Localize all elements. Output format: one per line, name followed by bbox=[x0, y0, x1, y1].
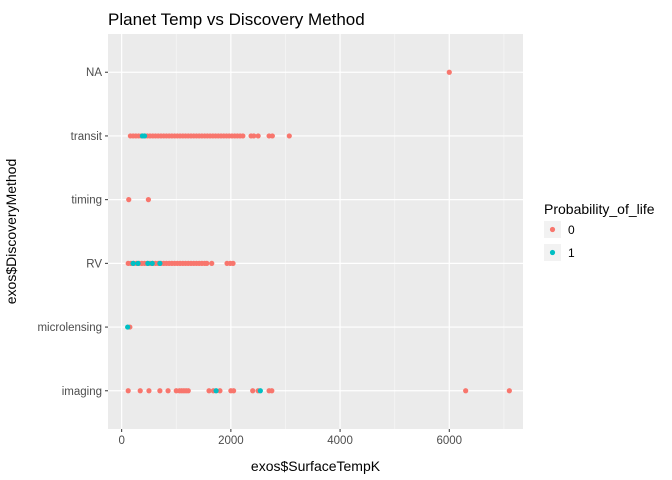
data-point-series-0 bbox=[506, 388, 512, 394]
data-point-series-0 bbox=[250, 388, 256, 394]
y-tick-label: NA bbox=[86, 67, 102, 79]
data-point-series-0 bbox=[251, 133, 257, 139]
y-tick-label: timing bbox=[71, 195, 102, 207]
y-axis-title: exos$DiscoveryMethod bbox=[3, 159, 19, 305]
x-tick-label: 4000 bbox=[327, 435, 353, 447]
data-point-series-0 bbox=[165, 388, 171, 394]
data-point-series-0 bbox=[204, 260, 210, 266]
data-point-series-1 bbox=[157, 260, 163, 266]
data-point-series-0 bbox=[146, 388, 152, 394]
legend: Probability_of_life 0 1 bbox=[544, 201, 655, 261]
data-point-series-0 bbox=[206, 388, 212, 394]
legend-label: 1 bbox=[568, 246, 575, 260]
data-point-series-0 bbox=[269, 388, 275, 394]
minor-gridlines bbox=[175, 34, 505, 429]
data-point-series-1 bbox=[141, 133, 148, 139]
data-point-series-0 bbox=[209, 260, 215, 266]
x-axis-ticks: 0 2000 4000 6000 bbox=[118, 429, 462, 447]
data-point-series-0 bbox=[255, 133, 261, 139]
data-point-series-0 bbox=[269, 133, 275, 139]
x-tick-label: 0 bbox=[118, 435, 124, 447]
data-point-series-0 bbox=[217, 388, 223, 394]
x-tick-label: 6000 bbox=[436, 435, 462, 447]
legend-key-point bbox=[549, 226, 556, 233]
legend-key-point bbox=[549, 249, 556, 256]
data-point-series-1 bbox=[130, 260, 136, 266]
data-point-series-0 bbox=[185, 388, 191, 394]
chart-title: Planet Temp vs Discovery Method bbox=[108, 10, 365, 29]
data-point-series-1 bbox=[135, 260, 141, 266]
data-point-series-1 bbox=[145, 260, 151, 266]
data-point-series-0 bbox=[137, 388, 143, 394]
data-point-series-1 bbox=[125, 324, 131, 330]
data-point-series-0 bbox=[125, 388, 131, 394]
legend-label: 0 bbox=[568, 223, 575, 237]
data-point-series-0 bbox=[446, 69, 452, 75]
data-point-series-1 bbox=[213, 388, 219, 394]
data-point-series-0 bbox=[286, 133, 292, 139]
data-point-series-0 bbox=[157, 388, 163, 394]
y-axis-ticks: imaging microlensing RV timing transit NA bbox=[37, 67, 108, 398]
data-point-series-1 bbox=[257, 388, 263, 394]
plot-panel bbox=[108, 34, 523, 429]
data-points bbox=[125, 69, 512, 394]
x-tick-label: 2000 bbox=[218, 435, 244, 447]
data-point-series-0 bbox=[240, 133, 246, 139]
y-tick-label: imaging bbox=[62, 386, 102, 398]
data-point-series-0 bbox=[145, 197, 152, 203]
data-point-series-0 bbox=[463, 388, 469, 394]
data-point-series-0 bbox=[230, 260, 236, 266]
x-axis-title: exos$SurfaceTempK bbox=[251, 458, 381, 474]
y-tick-label: microlensing bbox=[37, 322, 102, 334]
y-tick-label: transit bbox=[71, 131, 103, 143]
data-point-series-0 bbox=[230, 388, 237, 394]
data-point-series-0 bbox=[126, 197, 132, 203]
y-tick-label: RV bbox=[86, 258, 102, 270]
legend-title: Probability_of_life bbox=[544, 201, 655, 217]
data-point-series-1 bbox=[149, 260, 155, 266]
